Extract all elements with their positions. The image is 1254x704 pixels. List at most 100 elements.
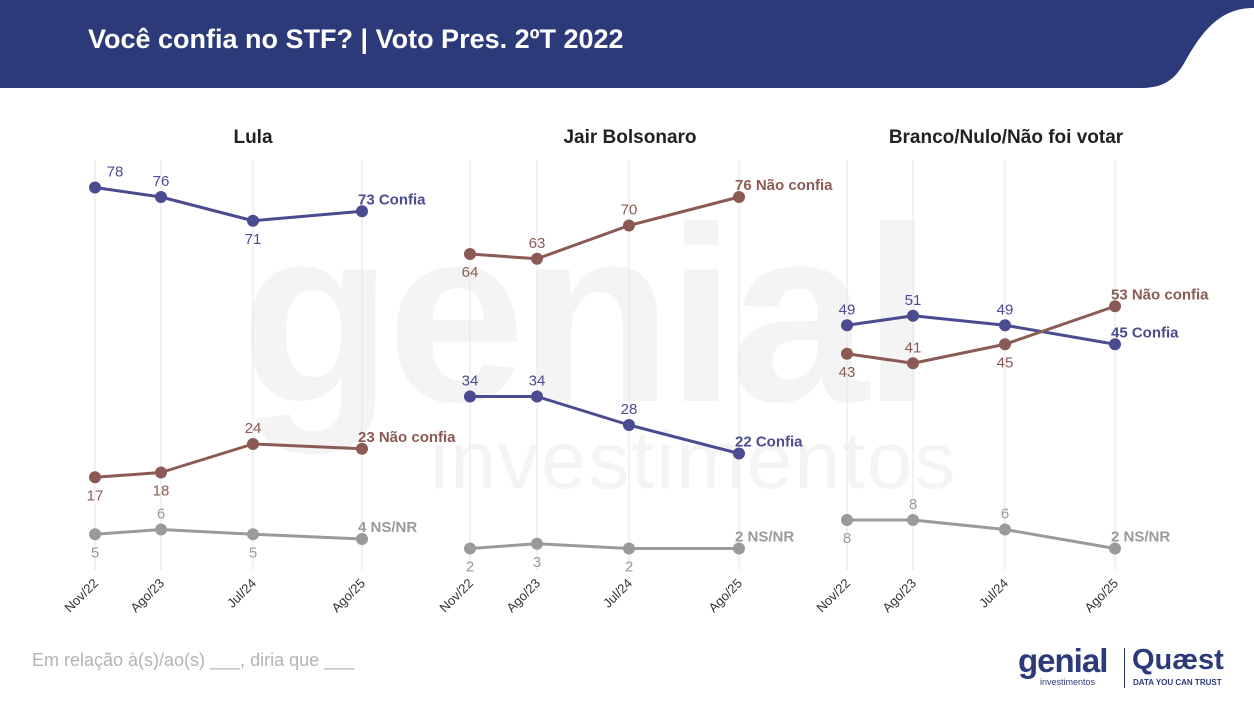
chart-title: Lula [233,127,272,148]
series-end-label-confia: 73 Confia [358,191,426,208]
data-point-ns-nr [155,523,167,536]
data-label: 34 [462,373,479,390]
chart-panel-2 [464,160,745,570]
x-tick-label: Nov/22 [61,576,101,616]
series-end-label-confia: 22 Confia [735,434,803,451]
data-point-nao-confia [247,438,259,450]
data-label: 76 [153,173,170,190]
data-point-nao-confia [841,347,853,360]
data-label: 28 [621,401,638,418]
series-line-nao-confia [94,442,363,479]
x-tick-label: Ago/23 [503,576,543,616]
data-point-confia [1109,338,1121,351]
series-end-label-ns-nr: 4 NS/NR [358,519,417,536]
data-label: 63 [529,235,546,252]
data-point-confia [89,181,101,194]
series-line-confia [846,314,1116,346]
data-point-ns-nr [841,514,853,526]
x-tick-label: Ago/25 [705,576,745,616]
series-line-nao-confia [846,304,1116,365]
data-label: 51 [905,292,922,309]
data-label: 6 [157,506,165,523]
data-point-ns-nr [733,542,745,555]
series-line-ns-nr [469,542,739,550]
logo-divider [1124,648,1125,688]
x-tick-label: Ago/25 [1081,576,1121,616]
data-point-confia [531,390,543,403]
data-label: 49 [839,301,856,318]
data-point-confia [999,319,1011,332]
data-label: 64 [462,264,479,281]
data-label: 5 [249,544,257,561]
data-point-nao-confia [999,338,1011,351]
data-point-confia [247,214,259,227]
series-end-label-nao-confia: 53 Não confia [1111,286,1209,303]
data-point-nao-confia [733,191,745,203]
quaest-logo-subtext: DATA YOU CAN TRUST [1133,678,1222,687]
series-line-nao-confia [469,195,740,261]
data-point-ns-nr [907,514,919,526]
data-point-nao-confia [531,252,543,265]
x-tick-label: Nov/22 [436,576,476,616]
series-line-ns-nr [94,528,363,541]
data-point-nao-confia [464,248,476,260]
x-tick-label: Ago/23 [879,576,919,616]
series-line-ns-nr [847,518,1116,550]
header-background [0,0,1254,88]
series-end-label-nao-confia: 76 Não confia [735,177,833,194]
data-label: 6 [1001,506,1009,523]
data-label: 3 [533,554,541,571]
data-point-nao-confia [907,357,919,370]
data-label: 71 [245,231,262,248]
series-end-label-ns-nr: 2 NS/NR [735,529,794,546]
chart-panel-3 [841,160,1121,570]
series-line-confia [470,395,740,455]
data-point-ns-nr [247,528,259,541]
series-line-confia [94,186,363,223]
data-point-ns-nr [1109,542,1121,555]
data-label: 43 [839,364,856,381]
data-label: 2 [625,559,633,576]
page-title: Você confia no STF? | Voto Pres. 2ºT 202… [88,24,624,54]
data-point-nao-confia [356,442,368,455]
data-label: 49 [997,301,1014,318]
data-label: 8 [843,530,851,547]
series-end-label-nao-confia: 23 Não confia [358,429,456,446]
footnote: Em relação à(s)/ao(s) ___, diria que ___ [32,650,355,670]
x-tick-label: Ago/23 [127,576,167,616]
data-point-ns-nr [999,523,1011,536]
data-label: 78 [107,164,124,181]
x-tick-label: Jul/24 [976,576,1011,611]
data-label: 70 [621,202,638,219]
genial-logo: genial [1018,642,1108,679]
data-point-confia [907,309,919,322]
data-label: 2 [466,559,474,576]
data-label: 8 [909,496,917,513]
x-tick-label: Nov/22 [813,576,853,616]
data-point-ns-nr [531,537,543,550]
x-tick-label: Ago/25 [328,576,368,616]
data-point-ns-nr [464,542,476,555]
data-point-confia [623,419,635,431]
header-bar: Você confia no STF? | Voto Pres. 2ºT 202… [0,0,1254,88]
x-tick-label: Jul/24 [600,576,635,611]
series-end-label-ns-nr: 2 NS/NR [1111,529,1170,546]
data-point-confia [733,447,745,460]
data-point-confia [155,191,167,203]
data-point-ns-nr [623,542,635,555]
data-point-nao-confia [1109,300,1121,313]
chart-title: Branco/Nulo/Não foi votar [889,127,1124,148]
series-end-label-confia: 45 Confia [1111,324,1179,341]
data-label: 18 [153,483,170,500]
data-point-nao-confia [623,219,635,232]
data-point-confia [464,390,476,403]
data-label: 17 [87,487,104,504]
data-label: 24 [245,420,262,437]
data-point-confia [841,319,853,332]
data-point-ns-nr [89,528,101,541]
data-label: 45 [997,354,1014,371]
x-tick-label: Jul/24 [224,576,259,611]
brand-logos: genial investimentos Quæst DATA YOU CAN … [1016,644,1242,692]
data-label: 5 [91,544,99,561]
